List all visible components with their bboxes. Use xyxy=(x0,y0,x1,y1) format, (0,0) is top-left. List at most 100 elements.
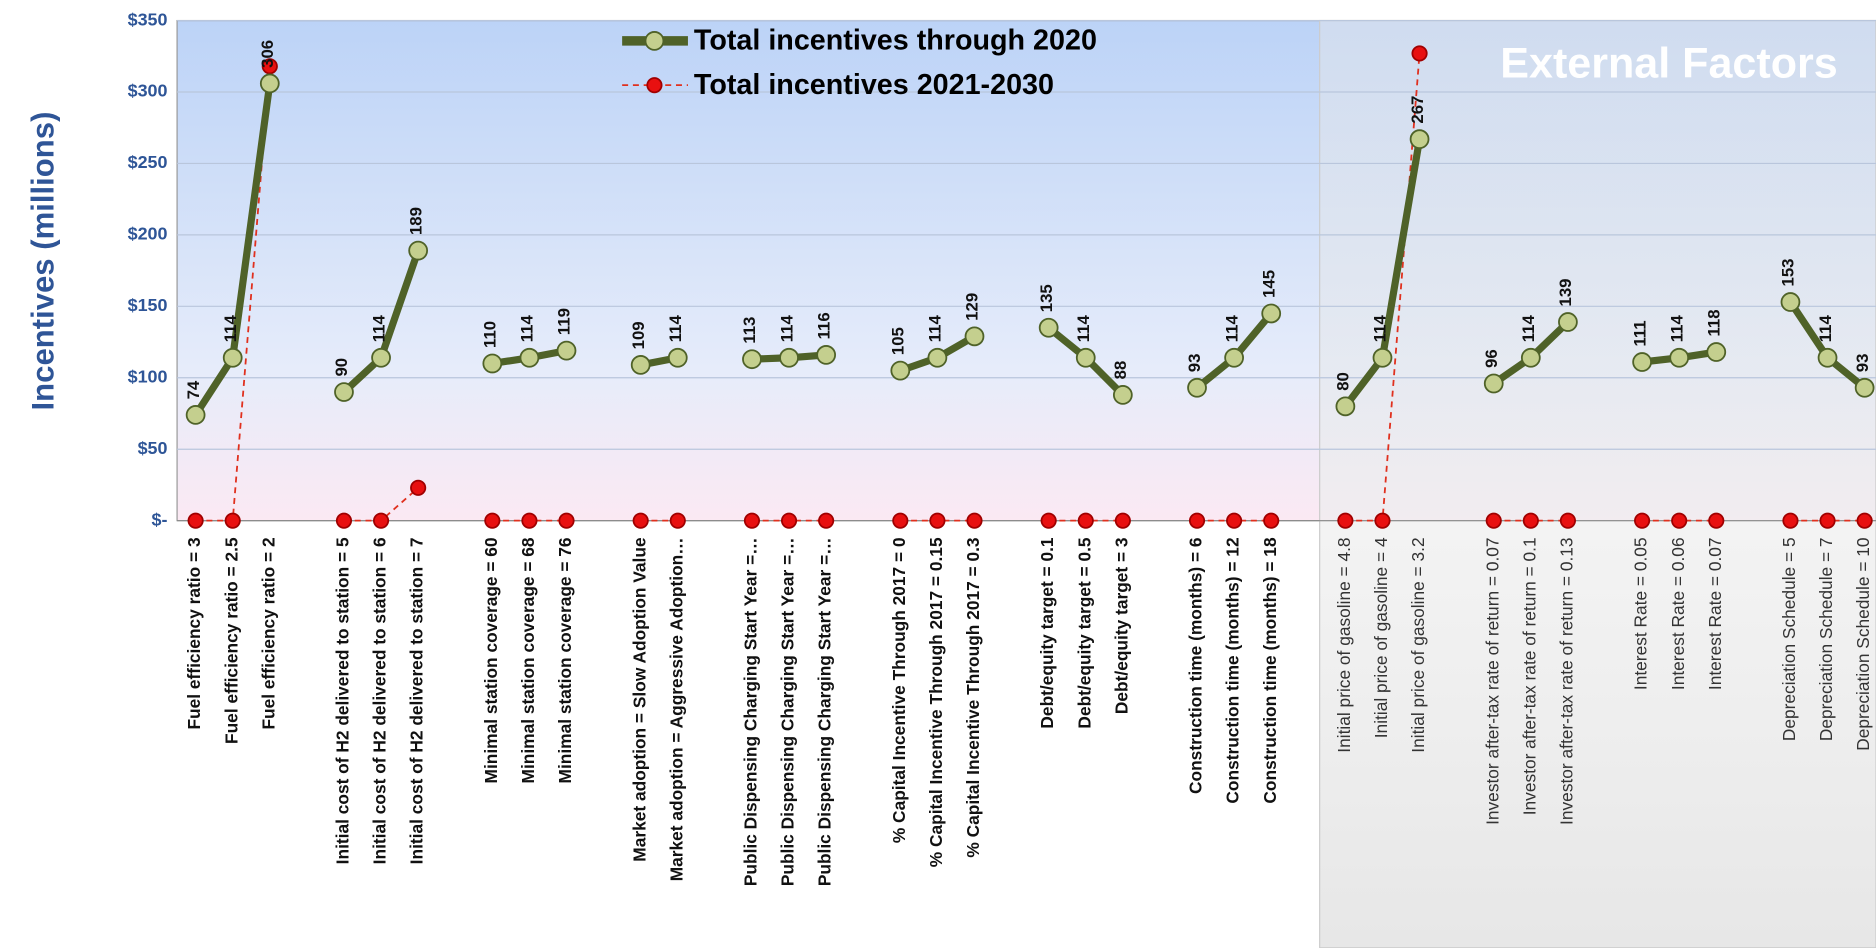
data-label: 145 xyxy=(1259,270,1278,298)
marker xyxy=(1632,352,1652,372)
x-tick-label: Public Dispensing Charging Start Year =… xyxy=(741,537,761,886)
x-tick-label: % Capital Incentive Through 2017 = 0.15 xyxy=(926,537,946,867)
marker xyxy=(334,382,354,402)
marker xyxy=(371,347,391,368)
data-label: 114 xyxy=(1074,315,1093,343)
data-label: 114 xyxy=(369,315,388,343)
marker xyxy=(816,345,837,365)
marker xyxy=(1335,396,1356,417)
x-tick-label: % Capital Incentive Through 2017 = 0.3 xyxy=(963,537,983,858)
legend-label: Total incentives 2021-2030 xyxy=(694,69,1054,101)
marker xyxy=(187,512,204,529)
marker xyxy=(335,512,353,529)
data-label: 119 xyxy=(555,308,574,335)
marker xyxy=(1188,512,1206,529)
y-tick-label: $300 xyxy=(128,81,168,101)
y-tick-label: $150 xyxy=(128,295,168,315)
marker xyxy=(185,405,206,425)
data-label: 189 xyxy=(406,207,425,235)
data-label: 93 xyxy=(1185,354,1204,373)
data-label: 109 xyxy=(629,321,648,349)
data-label: 96 xyxy=(1482,349,1501,368)
marker xyxy=(1261,303,1282,324)
marker xyxy=(1558,312,1578,332)
data-label: 113 xyxy=(740,317,759,344)
x-tick-label: Market adoption = Slow Adoption Value xyxy=(629,537,649,862)
marker xyxy=(556,340,577,361)
marker xyxy=(222,347,243,368)
marker xyxy=(1337,512,1354,529)
x-tick-label: Debt/equity target = 3 xyxy=(1111,537,1131,714)
x-tick-label: Investor after-tax rate of return = 0.13 xyxy=(1556,537,1576,825)
data-label: 93 xyxy=(1853,354,1872,373)
x-tick-label: Initial cost of H2 delivered to station … xyxy=(407,537,427,864)
marker xyxy=(261,58,278,75)
data-label: 90 xyxy=(332,358,351,377)
marker xyxy=(1112,385,1133,405)
y-tick-label: $200 xyxy=(128,224,168,244)
data-label: 114 xyxy=(777,315,796,343)
x-tick-label: Fuel efficiency ratio = 2 xyxy=(258,537,278,729)
marker xyxy=(632,512,649,529)
marker xyxy=(964,326,985,347)
y-tick-label: $100 xyxy=(128,367,168,387)
data-label: 111 xyxy=(1630,320,1649,346)
x-tick-label: Fuel efficiency ratio = 2.5 xyxy=(221,537,241,744)
x-tick-label: Construction time (months) = 6 xyxy=(1186,537,1206,794)
marker xyxy=(1411,45,1428,62)
x-tick-label: Initial price of gasoline = 4.8 xyxy=(1334,537,1354,752)
data-label: 114 xyxy=(1371,315,1390,343)
data-label: 116 xyxy=(814,312,833,339)
marker xyxy=(1114,512,1131,529)
marker xyxy=(372,512,390,529)
x-tick-label: Minimal station coverage = 60 xyxy=(481,537,501,783)
x-tick-label: Debt/equity target = 0.1 xyxy=(1037,537,1057,729)
marker xyxy=(892,512,909,529)
marker xyxy=(1671,512,1688,529)
marker xyxy=(408,240,429,261)
marker xyxy=(890,360,911,381)
legend-marker xyxy=(644,31,665,51)
x-tick-label: Initial cost of H2 delivered to station … xyxy=(333,537,353,864)
x-tick-label: Investor after-tax rate of return = 0.07 xyxy=(1482,537,1502,825)
marker xyxy=(1263,512,1280,529)
x-tick-label: Construction time (months) = 18 xyxy=(1260,537,1280,804)
marker xyxy=(742,349,762,370)
marker xyxy=(1485,512,1502,529)
data-label: 135 xyxy=(1037,284,1056,312)
data-label: 80 xyxy=(1334,372,1353,391)
annotation: External Factors xyxy=(1500,39,1837,87)
legend-label: Total incentives through 2020 xyxy=(694,25,1097,57)
x-tick-label: Minimal station coverage = 76 xyxy=(555,537,575,783)
marker xyxy=(410,479,427,496)
marker xyxy=(1819,512,1836,529)
data-label: 114 xyxy=(1222,315,1241,343)
x-tick-label: Minimal station coverage = 68 xyxy=(518,537,538,783)
marker xyxy=(484,512,501,529)
marker xyxy=(1040,512,1057,529)
data-label: 139 xyxy=(1556,279,1575,307)
marker xyxy=(1854,377,1875,398)
x-tick-label: Public Dispensing Charging Start Year =… xyxy=(815,537,835,886)
marker xyxy=(1077,512,1094,529)
marker xyxy=(519,347,540,368)
marker xyxy=(929,512,946,529)
marker xyxy=(224,512,241,529)
marker xyxy=(667,347,688,368)
marker xyxy=(1559,512,1576,529)
x-tick-label: Interest Rate = 0.06 xyxy=(1668,537,1688,690)
marker xyxy=(1187,377,1207,398)
data-label: 118 xyxy=(1705,309,1724,336)
marker xyxy=(779,347,799,368)
x-tick-label: Depreciation Schedule = 5 xyxy=(1779,537,1799,741)
y-tick-label: $50 xyxy=(138,438,168,458)
x-tick-label: Interest Rate = 0.05 xyxy=(1631,537,1651,690)
data-label: 114 xyxy=(221,315,240,343)
marker xyxy=(1224,347,1244,368)
marker xyxy=(1409,129,1430,150)
marker xyxy=(780,512,798,529)
marker xyxy=(259,73,280,94)
marker xyxy=(521,512,538,529)
marker xyxy=(1226,512,1243,529)
